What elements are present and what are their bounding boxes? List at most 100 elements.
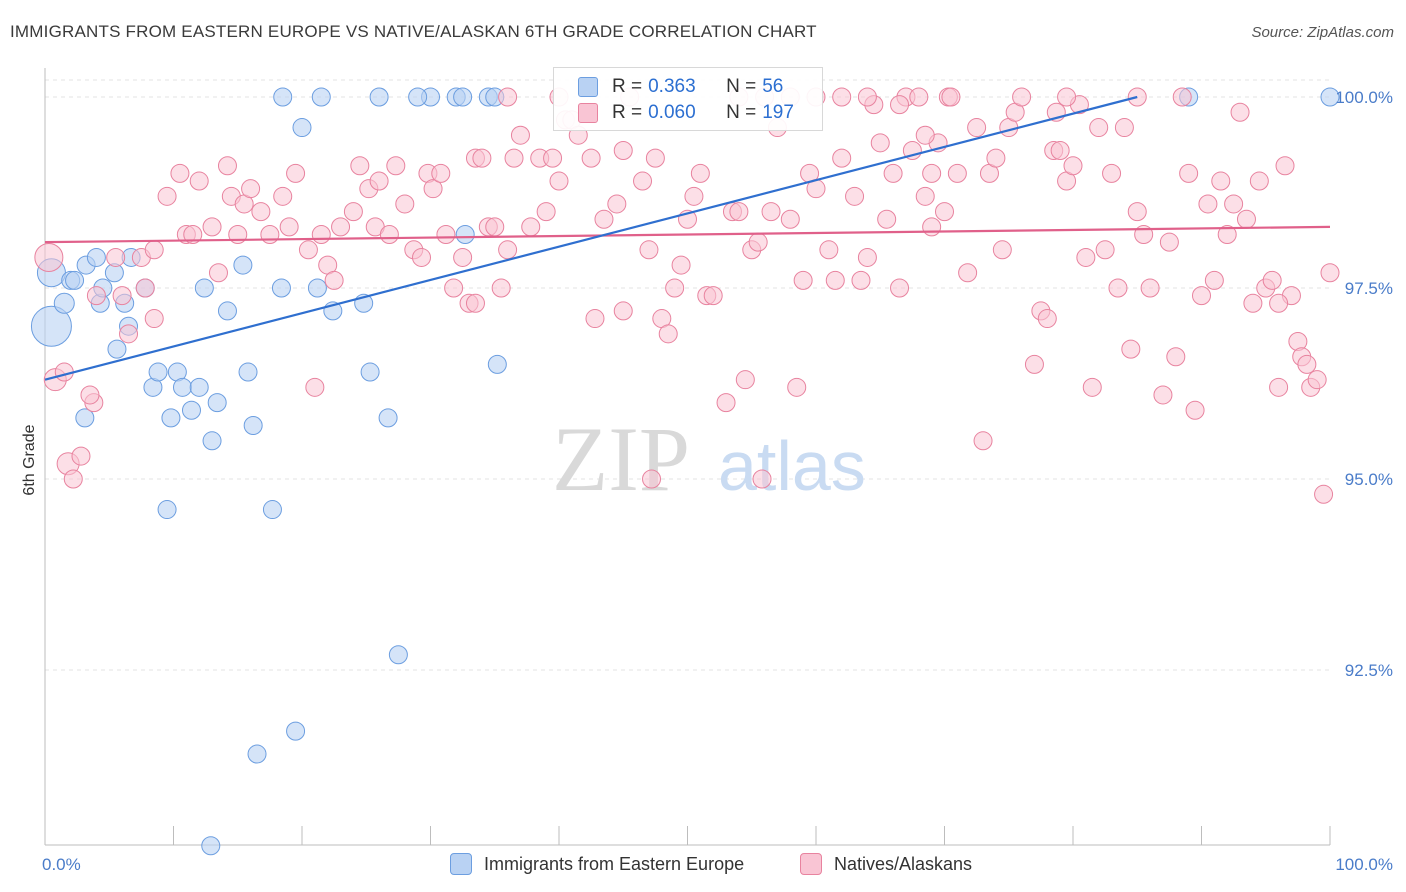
data-point-natives — [935, 202, 954, 222]
data-point-immigrants — [148, 362, 168, 382]
bottom-legend-immigrants: Immigrants from Eastern Europe — [450, 852, 744, 876]
data-point-natives — [857, 247, 877, 267]
y-tick-label: 97.5% — [1345, 279, 1393, 298]
data-point-natives — [703, 286, 723, 306]
data-point-natives — [412, 247, 432, 267]
data-point-immigrants — [107, 339, 127, 359]
data-point-natives — [845, 186, 865, 206]
data-point-immigrants — [157, 500, 177, 520]
data-point-natives — [581, 148, 601, 168]
legend-swatch-natives — [578, 103, 598, 123]
data-point-natives — [106, 247, 126, 267]
data-point-natives — [521, 217, 541, 237]
data-point-immigrants — [194, 278, 214, 298]
data-point-natives — [1269, 293, 1289, 313]
data-point-natives — [973, 431, 993, 451]
data-point-natives — [1166, 347, 1186, 367]
data-point-natives — [324, 270, 344, 290]
bottom-legend-swatch-natives — [800, 853, 822, 875]
data-point-natives — [1082, 377, 1102, 397]
data-point-immigrants — [378, 408, 398, 428]
axes — [44, 68, 1331, 846]
data-point-natives — [607, 194, 627, 214]
data-point-natives — [642, 469, 662, 489]
data-point-natives — [298, 240, 318, 260]
data-point-natives — [208, 263, 228, 283]
data-point-natives — [877, 209, 897, 229]
data-point-immigrants — [271, 278, 291, 298]
data-point-natives — [1063, 156, 1083, 176]
x-tick-label: 0.0% — [42, 855, 81, 874]
data-point-immigrants — [238, 362, 258, 382]
r-label: R = — [612, 102, 643, 123]
data-point-immigrants — [262, 500, 282, 520]
data-point-natives — [1198, 194, 1218, 214]
chart-title: IMMIGRANTS FROM EASTERN EUROPE VS NATIVE… — [10, 22, 817, 41]
y-tick-label: 100.0% — [1335, 88, 1393, 107]
legend-swatch-immigrants — [578, 77, 598, 97]
data-point-natives — [1140, 278, 1160, 298]
data-point-natives — [183, 225, 203, 245]
data-point-immigrants — [487, 354, 507, 374]
data-point-natives — [510, 125, 530, 145]
n-value-natives: 197 — [762, 102, 794, 123]
data-point-natives — [305, 377, 325, 397]
data-point-natives — [1217, 225, 1237, 245]
data-point-natives — [498, 240, 518, 260]
data-point-natives — [1243, 293, 1263, 313]
legend-row-immigrants: R = 0.363 N = 56 — [578, 74, 783, 100]
data-point-natives — [890, 278, 910, 298]
data-point-natives — [1153, 385, 1173, 405]
data-point-natives — [883, 163, 903, 183]
data-point-natives — [170, 163, 190, 183]
data-point-natives — [1089, 118, 1109, 138]
data-point-immigrants — [53, 292, 75, 314]
data-point-natives — [260, 225, 280, 245]
data-point-natives — [431, 163, 451, 183]
data-point-natives — [639, 240, 659, 260]
data-point-natives — [752, 469, 772, 489]
data-point-immigrants — [207, 393, 227, 413]
data-point-natives — [684, 186, 704, 206]
data-point-natives — [915, 125, 935, 145]
data-point-natives — [135, 278, 155, 298]
data-point-natives — [1224, 194, 1244, 214]
data-point-natives — [658, 324, 678, 344]
data-point-natives — [1121, 339, 1141, 359]
data-point-natives — [369, 171, 389, 191]
data-point-immigrants — [292, 118, 312, 138]
data-point-immigrants — [201, 836, 221, 856]
data-point-natives — [716, 393, 736, 413]
watermark-atlas: atlas — [718, 427, 866, 505]
data-point-immigrants — [286, 721, 306, 741]
bottom-legend-natives: Natives/Alaskans — [800, 852, 972, 876]
data-point-natives — [613, 301, 633, 321]
n-value-immigrants: 56 — [762, 76, 784, 97]
data-point-immigrants — [369, 87, 389, 107]
data-point-natives — [585, 309, 605, 329]
trend-line-immigrants — [44, 95, 1138, 381]
data-point-natives — [498, 87, 518, 107]
data-point-immigrants — [189, 377, 209, 397]
data-point-immigrants — [217, 301, 237, 321]
data-point-immigrants — [453, 87, 473, 107]
data-point-natives — [241, 179, 261, 199]
data-point-natives — [633, 171, 653, 191]
data-point-natives — [1037, 309, 1057, 329]
data-point-natives — [1172, 87, 1192, 107]
data-point-natives — [832, 87, 852, 107]
data-point-immigrants — [30, 305, 72, 347]
data-point-natives — [857, 87, 877, 107]
data-point-natives — [729, 202, 749, 222]
y-tick-label: 92.5% — [1345, 661, 1393, 680]
data-point-natives — [504, 148, 524, 168]
stats-legend: R = 0.363 N = 56 R = 0.060 N = 197 — [553, 67, 823, 131]
data-point-natives — [761, 202, 781, 222]
data-point-natives — [1114, 118, 1134, 138]
data-point-natives — [465, 293, 485, 313]
data-point-natives — [144, 309, 164, 329]
series-immigrants-points — [30, 87, 1340, 856]
data-point-natives — [992, 240, 1012, 260]
data-point-natives — [80, 385, 100, 405]
data-point-immigrants — [65, 270, 85, 290]
